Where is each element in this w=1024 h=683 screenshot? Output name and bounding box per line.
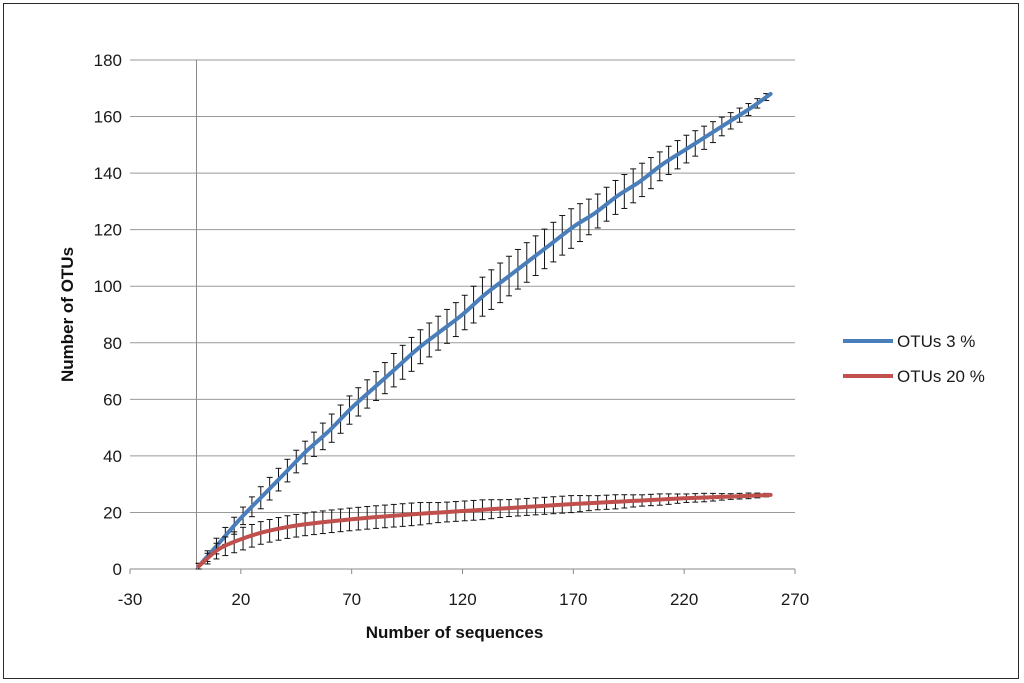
x-tick-label: 170 bbox=[559, 590, 587, 609]
y-tick-label: 60 bbox=[103, 390, 122, 409]
x-tick-label: 270 bbox=[781, 590, 809, 609]
y-tick-label: 160 bbox=[94, 108, 122, 127]
y-tick-label: 0 bbox=[113, 560, 122, 579]
x-tick-label: 70 bbox=[342, 590, 361, 609]
legend-label-2: OTUs 20 % bbox=[897, 367, 985, 386]
series-group-1 bbox=[195, 91, 773, 570]
series-line-2 bbox=[196, 492, 773, 569]
x-axis-title: Number of sequences bbox=[366, 623, 544, 642]
y-axis-title: Number of OTUs bbox=[58, 247, 77, 382]
series-line-1 bbox=[196, 91, 773, 569]
x-tick-label: 220 bbox=[670, 590, 698, 609]
y-tick-label: 80 bbox=[103, 334, 122, 353]
x-tick-label: 20 bbox=[231, 590, 250, 609]
legend-label-1: OTUs 3 % bbox=[897, 332, 975, 351]
y-tick-label: 140 bbox=[94, 164, 122, 183]
x-tick-label: 120 bbox=[448, 590, 476, 609]
x-tick-label: -30 bbox=[118, 590, 143, 609]
series-group-2 bbox=[195, 492, 773, 570]
y-tick-label: 40 bbox=[103, 447, 122, 466]
y-tick-label: 180 bbox=[94, 51, 122, 70]
y-tick-label: 100 bbox=[94, 277, 122, 296]
y-tick-label: 120 bbox=[94, 221, 122, 240]
y-tick-label: 20 bbox=[103, 503, 122, 522]
